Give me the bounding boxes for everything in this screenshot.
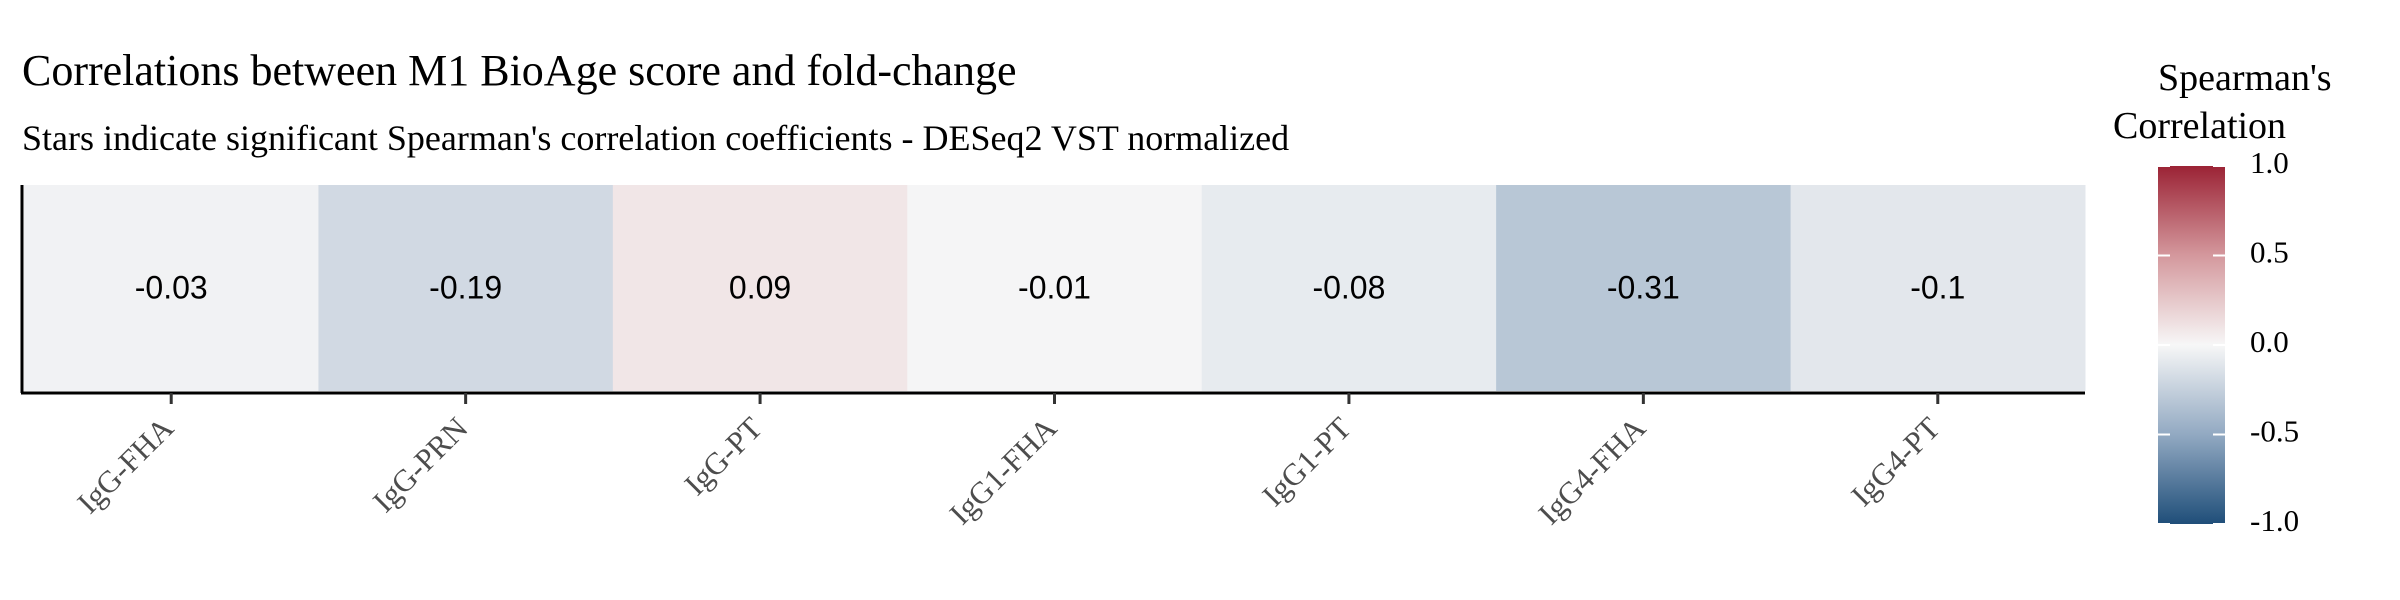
legend-title-line-2: Correlation (2113, 105, 2286, 147)
cell-value-label: -0.19 (429, 269, 502, 305)
x-tick-label: IgG4-FHA (1531, 410, 1652, 531)
legend-ticks: 1.0 0.5 0.0 -0.5 -1.0 (2158, 145, 2299, 538)
heatmap-cell (907, 185, 1203, 391)
legend-tick-label: -1.0 (2250, 503, 2299, 538)
heatmap-cell (1790, 185, 2086, 391)
heatmap-cell (24, 185, 319, 391)
legend-tick-label: 0.5 (2250, 235, 2289, 270)
x-tick-label: IgG-PT (677, 410, 769, 502)
heatmap-cells: -0.03 -0.19 0.09 -0.01 -0.08 -0.31 -0.1 (24, 185, 2086, 391)
legend-tick-label: 0.0 (2250, 324, 2289, 359)
cell-value-label: -0.08 (1312, 269, 1385, 305)
chart-title: Correlations between M1 BioAge score and… (22, 46, 1017, 95)
cell-value-label: -0.03 (135, 269, 208, 305)
cell-value-label: -0.1 (1910, 269, 1965, 305)
x-tick-label: IgG1-FHA (942, 410, 1063, 531)
x-tick-label: IgG-FHA (70, 410, 180, 520)
heatmap-cell (612, 185, 908, 391)
cell-value-label: -0.31 (1607, 269, 1680, 305)
heatmap-cell (1496, 185, 1792, 391)
legend-tick-label: 1.0 (2250, 145, 2289, 180)
heatmap-cell (318, 185, 614, 391)
x-tick-label: IgG-PRN (366, 410, 475, 519)
x-tick-label: IgG1-PT (1255, 410, 1358, 513)
x-tick-label: IgG4-PT (1844, 410, 1947, 513)
heatmap-cell (1201, 185, 1497, 391)
legend-tick-label: -0.5 (2250, 414, 2299, 449)
cell-value-label: -0.01 (1018, 269, 1091, 305)
cell-value-label: 0.09 (729, 269, 791, 305)
chart-subtitle: Stars indicate significant Spearman's co… (22, 118, 1289, 158)
color-legend: Spearman's Correlation 1.0 0.5 0.0 -0.5 -1.0 (2113, 57, 2332, 538)
legend-title-line-1: Spearman's (2158, 57, 2332, 99)
x-axis-ticks: IgG-FHA IgG-PRN IgG-PT IgG1-FHA IgG1-PT IgG4-… (70, 393, 1947, 531)
